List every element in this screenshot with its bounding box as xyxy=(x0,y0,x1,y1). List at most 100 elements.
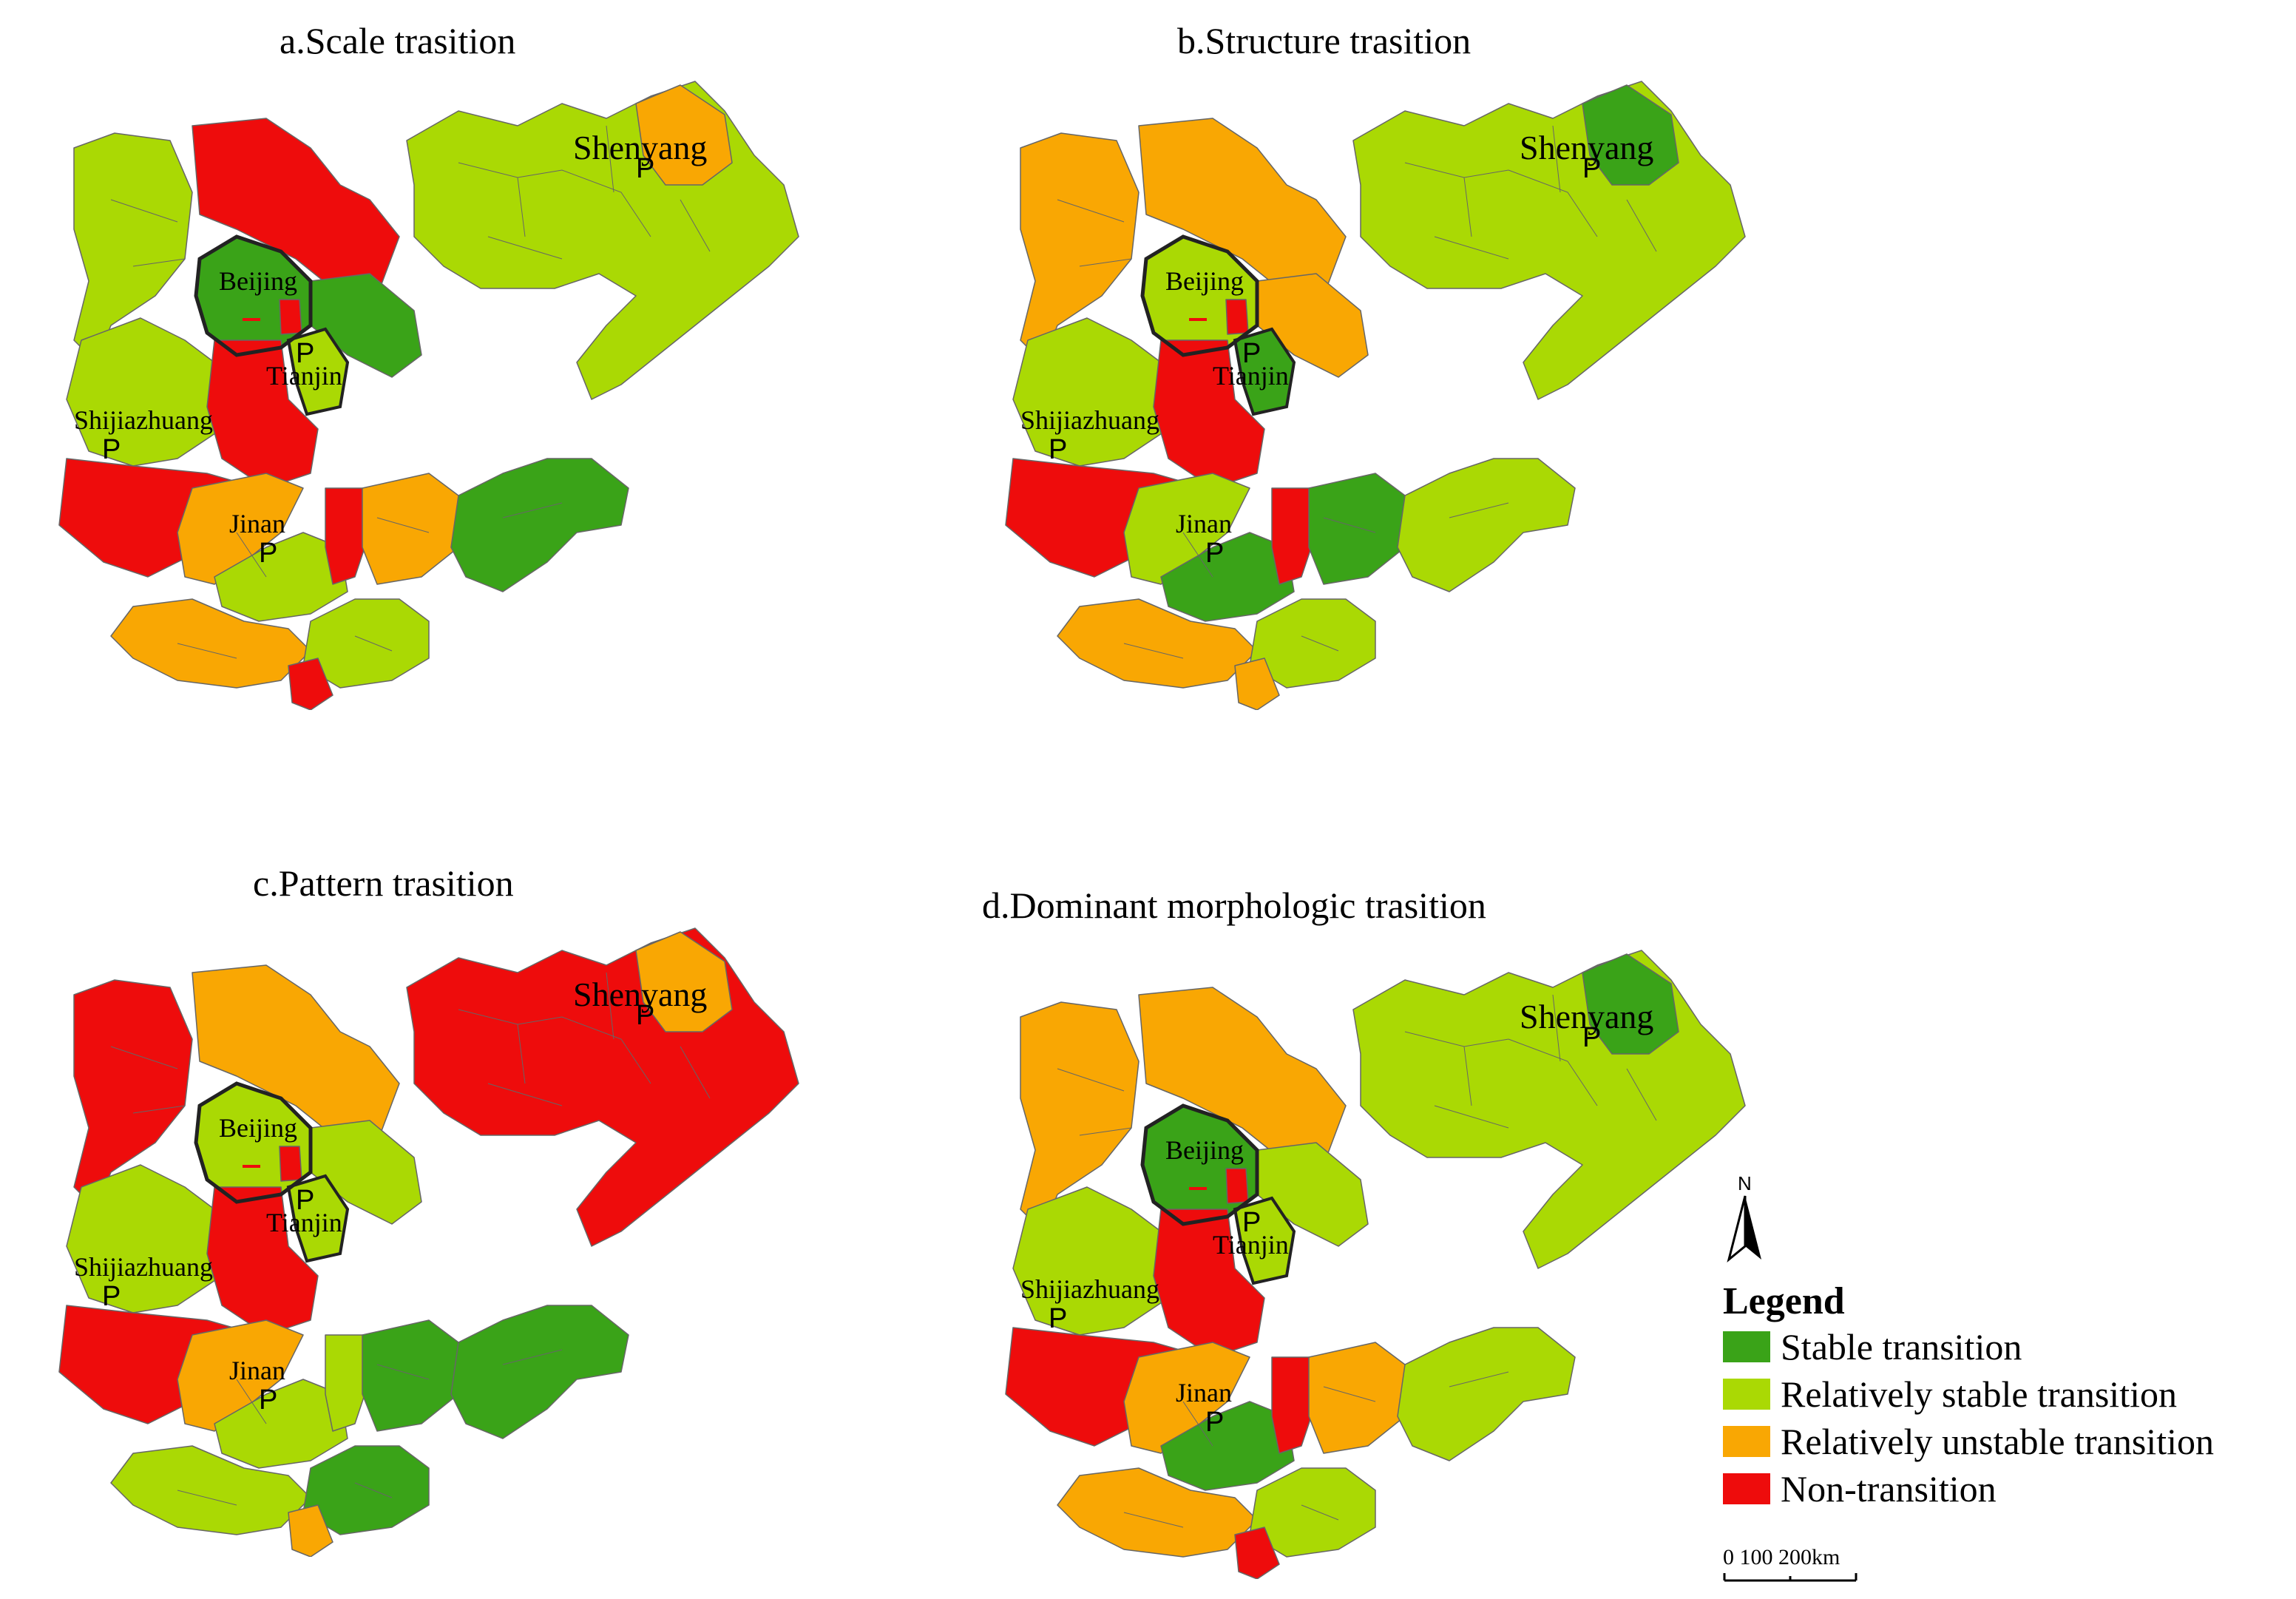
county-boundary xyxy=(1508,1038,1598,1106)
region-sd-south-red xyxy=(1234,1527,1280,1579)
capital-marker: P xyxy=(296,338,314,369)
capital-marker: P xyxy=(102,434,121,465)
capital-marker: P xyxy=(1242,338,1261,369)
county-boundary xyxy=(177,1490,237,1506)
region-sd-south xyxy=(1057,598,1258,689)
legend-label: Non-transition xyxy=(1781,1468,1997,1510)
county-boundary xyxy=(487,1083,563,1106)
county-boundary xyxy=(110,199,178,223)
tianjin-boundary xyxy=(286,1174,350,1263)
city-label-beijing: Beijing xyxy=(219,266,297,296)
county-boundary xyxy=(1123,643,1184,659)
city-label-jinan: Jinan xyxy=(1176,509,1232,538)
county-boundary xyxy=(606,972,614,1040)
region-sd-central xyxy=(1160,532,1295,622)
county-boundary xyxy=(1626,1068,1657,1121)
city-label-shijiazhuang: Shijiazhuang xyxy=(1020,1274,1159,1304)
city-label-shijiazhuang: Shijiazhuang xyxy=(1020,405,1159,435)
map-panel-c: Beijing Tianjin Shijiazhuang Jinan Shenyang P… xyxy=(44,862,828,1557)
capital-marker: P xyxy=(1582,153,1601,184)
city-label-beijing: Beijing xyxy=(1165,1135,1244,1165)
panel-title-b: b.Structure trasition xyxy=(1177,20,1472,61)
region-shenyang xyxy=(635,931,733,1032)
county-boundary xyxy=(1552,994,1561,1062)
city-label-shenyang: Shenyang xyxy=(1520,998,1653,1035)
county-boundary xyxy=(1301,1504,1339,1521)
region-capital-core xyxy=(279,299,302,335)
legend: Legend Stable transition Relatively stabl… xyxy=(1723,1279,2214,1512)
capital-marker: P xyxy=(1205,538,1224,569)
county-boundary xyxy=(1323,517,1376,533)
region-sd-south xyxy=(110,1445,311,1535)
county-boundary xyxy=(502,502,563,518)
region-sd-south-red xyxy=(1234,657,1280,710)
capital-marker: P xyxy=(1582,1022,1601,1053)
county-boundary xyxy=(680,1046,711,1099)
county-boundary xyxy=(1301,635,1339,652)
capital-marker: P xyxy=(636,1000,654,1031)
county-boundary xyxy=(354,1482,393,1498)
county-boundary xyxy=(1434,1105,1509,1129)
city-label-jinan: Jinan xyxy=(1176,1378,1232,1407)
region-shenyang xyxy=(1582,84,1679,186)
north-label: N xyxy=(1738,1172,1752,1194)
county-boundary xyxy=(110,1046,178,1069)
county-boundary xyxy=(1508,169,1598,237)
county-boundary xyxy=(1552,125,1561,193)
capital-marker: P xyxy=(102,1281,121,1312)
region-west-hebei xyxy=(66,317,223,467)
county-boundary xyxy=(680,199,711,252)
tianjin-boundary xyxy=(286,327,350,416)
city-label-shenyang: Shenyang xyxy=(573,976,707,1013)
tianjin-boundary xyxy=(1233,1196,1296,1285)
map-svg-b: BeijingTianjinShijiazhuangJinanShenyangP… xyxy=(1005,81,1746,710)
county-boundary xyxy=(177,643,237,659)
city-label-beijing: Beijing xyxy=(1165,266,1244,296)
region-sd-mid-orange xyxy=(362,473,459,585)
region-shenyang xyxy=(635,84,733,186)
capital-marker: P xyxy=(296,1185,314,1216)
region-nw xyxy=(1020,132,1139,363)
map-panel-b: Beijing Tianjin Shijiazhuang Jinan Shenyang P… xyxy=(991,15,1775,710)
panel-title-d: d.Dominant morphologic trasition xyxy=(982,885,1486,926)
region-sd-east xyxy=(1397,458,1576,592)
region-mid-hebei xyxy=(1153,339,1265,489)
county-boundary xyxy=(354,635,393,652)
county-boundary xyxy=(236,532,267,578)
capital-marker: P xyxy=(259,538,277,569)
legend-label: Stable transition xyxy=(1781,1326,2022,1368)
capital-marker: P xyxy=(636,153,654,184)
county-boundary xyxy=(517,1024,526,1084)
region-shenyang xyxy=(1582,953,1679,1055)
county-boundary xyxy=(1079,1127,1132,1136)
region-sd-central xyxy=(1160,1401,1295,1491)
county-boundary xyxy=(606,125,614,193)
county-boundary xyxy=(487,236,563,260)
city-label-jinan: Jinan xyxy=(229,1356,285,1385)
county-boundary xyxy=(1463,1046,1472,1106)
county-boundary xyxy=(1626,199,1657,252)
region-sd-east xyxy=(1397,1327,1576,1461)
county-boundary xyxy=(1449,502,1509,518)
region-capital-core xyxy=(1225,1168,1249,1204)
panel-title-a: a.Scale trasition xyxy=(280,20,516,61)
county-boundary xyxy=(1449,1371,1509,1387)
region-capital-core xyxy=(1225,299,1249,335)
region-west-hebei xyxy=(1012,1186,1169,1336)
region-mid-hebei xyxy=(1153,1208,1265,1358)
scale-bar-label: 0 100 200km xyxy=(1723,1545,1840,1569)
capital-marker: P xyxy=(1049,434,1067,465)
city-label-jinan: Jinan xyxy=(229,509,285,538)
county-boundary xyxy=(132,1105,186,1114)
region-nw xyxy=(73,979,193,1210)
region-sd-mid-orange xyxy=(1308,473,1406,585)
capital-marker: P xyxy=(1049,1303,1067,1334)
county-boundary xyxy=(561,169,651,237)
capital-marker: P xyxy=(1242,1207,1261,1238)
city-label-tianjin: Tianjin xyxy=(1213,1230,1289,1260)
region-sd-south-red xyxy=(288,657,333,710)
region-mid-hebei xyxy=(206,339,319,489)
region-west-hebei xyxy=(66,1164,223,1314)
legend-swatch xyxy=(1723,1379,1770,1410)
legend-label: Relatively stable transition xyxy=(1781,1373,2177,1415)
